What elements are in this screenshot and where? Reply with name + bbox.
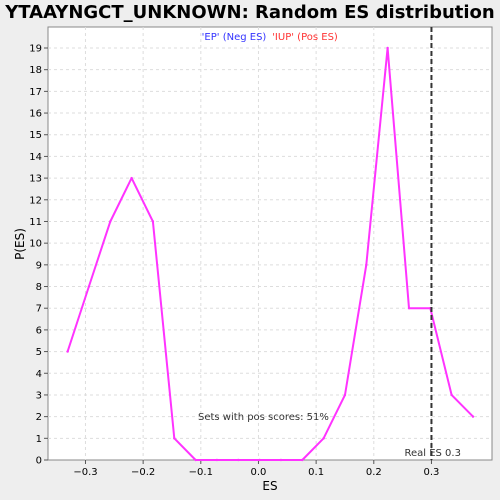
- y-tick-label: 6: [36, 325, 42, 336]
- x-tick-label: −0.1: [189, 467, 213, 478]
- legend-item: 'EP' (Neg ES): [202, 32, 267, 43]
- x-tick-label: −0.2: [131, 467, 155, 478]
- y-tick-label: 0: [36, 456, 42, 467]
- x-tick-label: 0.0: [251, 467, 267, 478]
- data-point: [386, 46, 389, 50]
- y-tick-label: 16: [29, 109, 42, 120]
- x-axis-ticks: −0.3 −0.2 −0.1 0.0 0.1 0.2 0.3: [73, 460, 439, 478]
- series-layer: [66, 46, 475, 462]
- data-point: [87, 285, 91, 288]
- series-line: [66, 47, 474, 461]
- data-point: [365, 263, 368, 267]
- data-point: [258, 458, 261, 462]
- data-point: [194, 458, 197, 462]
- y-tick-label: 19: [29, 44, 42, 55]
- y-tick-label: 8: [36, 282, 42, 293]
- x-tick-label: 0.1: [308, 467, 324, 478]
- data-point: [407, 307, 411, 310]
- grid: [48, 27, 492, 460]
- y-tick-label: 17: [29, 87, 42, 98]
- data-point: [130, 176, 133, 180]
- y-tick-label: 10: [29, 239, 42, 250]
- y-tick-label: 18: [29, 65, 42, 76]
- data-point: [301, 458, 304, 462]
- y-tick-label: 5: [36, 347, 42, 358]
- y-tick-label: 14: [29, 152, 42, 163]
- y-tick-label: 15: [29, 130, 42, 141]
- data-point: [471, 415, 475, 418]
- data-point: [109, 220, 112, 223]
- chart-title: YTAAYNGCT_UNKNOWN: Random ES distributio…: [4, 2, 495, 23]
- data-point: [343, 393, 347, 397]
- x-axis-label: ES: [262, 479, 277, 493]
- x-tick-label: 0.3: [424, 467, 440, 478]
- data-point: [450, 393, 453, 397]
- data-point: [66, 350, 69, 353]
- y-tick-label: 12: [29, 195, 42, 206]
- pos-scores-annotation: Sets with pos scores: 51%: [198, 412, 329, 423]
- x-tick-label: 0.2: [366, 467, 382, 478]
- y-tick-label: 13: [29, 174, 42, 185]
- data-point: [237, 458, 240, 462]
- reference-line-group: Real ES 0.3: [404, 27, 461, 460]
- data-point: [215, 458, 219, 462]
- legend: 'EP' (Neg ES) 'IUP' (Pos ES): [202, 32, 338, 43]
- y-tick-label: 2: [36, 412, 42, 423]
- y-tick-label: 1: [36, 434, 42, 445]
- legend-item: 'IUP' (Pos ES): [272, 32, 338, 43]
- y-tick-label: 4: [36, 369, 42, 380]
- data-point: [173, 437, 176, 440]
- y-tick-label: 3: [36, 390, 42, 401]
- y-axis-label: P(ES): [13, 228, 27, 260]
- data-point: [322, 437, 325, 440]
- real-es-label: Real ES 0.3: [404, 448, 460, 459]
- y-tick-label: 11: [29, 217, 42, 228]
- x-tick-label: −0.3: [73, 467, 97, 478]
- data-point: [279, 458, 283, 462]
- y-tick-label: 9: [36, 260, 42, 271]
- y-tick-label: 7: [36, 304, 42, 315]
- data-point: [151, 220, 155, 223]
